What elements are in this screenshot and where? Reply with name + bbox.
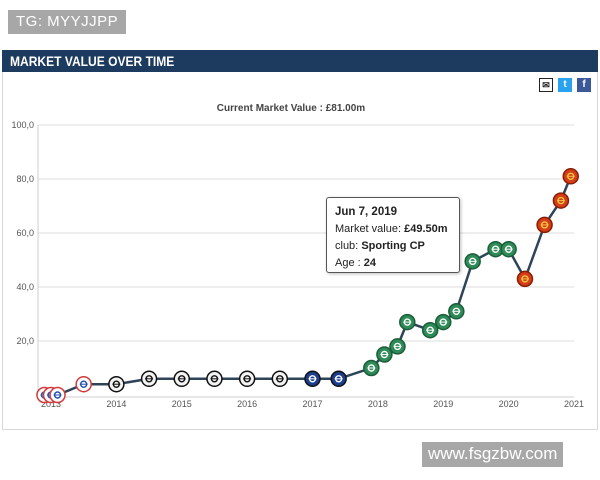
series-line [44,175,572,397]
y-tick-label: 40,0 [16,282,34,292]
data-point-marker[interactable] [363,359,380,377]
tooltip-date: Jun 7, 2019 [335,206,398,218]
tooltip-age-row: Age : 24 [335,255,451,272]
tooltip-value-row: Market value: £49.50m [335,221,451,238]
facebook-icon[interactable]: f [577,78,591,92]
data-point-marker[interactable] [376,346,393,363]
tooltip-age-label: Age : [335,257,361,269]
market-value-chart: Current Market Value : £81.00m 100,0 80,0… [11,103,584,409]
data-point-marker[interactable] [140,370,158,388]
tooltip-age: 24 [363,257,376,269]
data-point-marker[interactable] [330,370,347,388]
chart-title: Current Market Value : £81.00m [217,103,366,114]
data-point-marker[interactable] [516,270,534,288]
data-point-marker[interactable] [271,370,289,388]
data-point-marker[interactable] [500,240,517,258]
tooltip-value: £49.50m [404,223,448,235]
data-point-marker[interactable] [562,168,579,185]
twitter-icon[interactable]: t [558,78,572,92]
x-tick-label: 2020 [499,399,519,409]
y-tick-label: 60,0 [16,228,34,238]
data-point-marker[interactable] [552,192,570,209]
y-tick-label: 20,0 [16,336,34,346]
x-tick-label: 2016 [237,399,257,409]
data-point-marker[interactable] [49,386,66,404]
data-point-marker[interactable] [389,338,406,355]
data-point-marker[interactable] [173,370,190,388]
data-point-marker[interactable] [304,370,321,388]
data-point-marker[interactable] [399,313,416,331]
x-tick-label: 2014 [106,399,126,409]
y-tick-label: 100,0 [11,120,34,130]
tooltip-club-row: club: Sporting CP [335,238,451,255]
data-point-marker[interactable] [448,303,465,320]
x-tick-label: 2021 [564,399,584,409]
data-point-marker[interactable] [238,370,256,388]
data-point-marker[interactable] [464,253,481,270]
data-point-marker[interactable] [536,216,553,234]
mail-icon[interactable]: ✉ [539,78,553,92]
tooltip-club-label: club: [335,240,359,252]
section-header: MARKET VALUE OVER TIME [2,50,598,72]
data-point-marker[interactable] [435,313,452,331]
tooltip: Jun 7, 2019 Market value: £49.50m club: … [326,197,460,273]
watermark-bottom: www.fsgzbw.com [422,442,564,467]
x-tick-label: 2018 [368,399,388,409]
x-tick-label: 2017 [302,399,322,409]
data-point-marker[interactable] [75,375,92,393]
data-point-marker[interactable] [421,321,439,339]
chart-panel [2,50,598,430]
x-tick-label: 2015 [172,399,192,409]
x-tick-label: 2019 [433,399,453,409]
data-point-marker[interactable] [206,370,223,388]
x-tick-label: 2013 [41,399,61,409]
tooltip-club: Sporting CP [361,240,425,252]
tooltip-value-label: Market value: [335,223,402,235]
y-tick-label: 80,0 [16,174,34,184]
watermark-top: TG: MYYJJPP [8,10,127,34]
data-point-marker[interactable] [108,375,125,393]
section-title: MARKET VALUE OVER TIME [10,53,175,69]
